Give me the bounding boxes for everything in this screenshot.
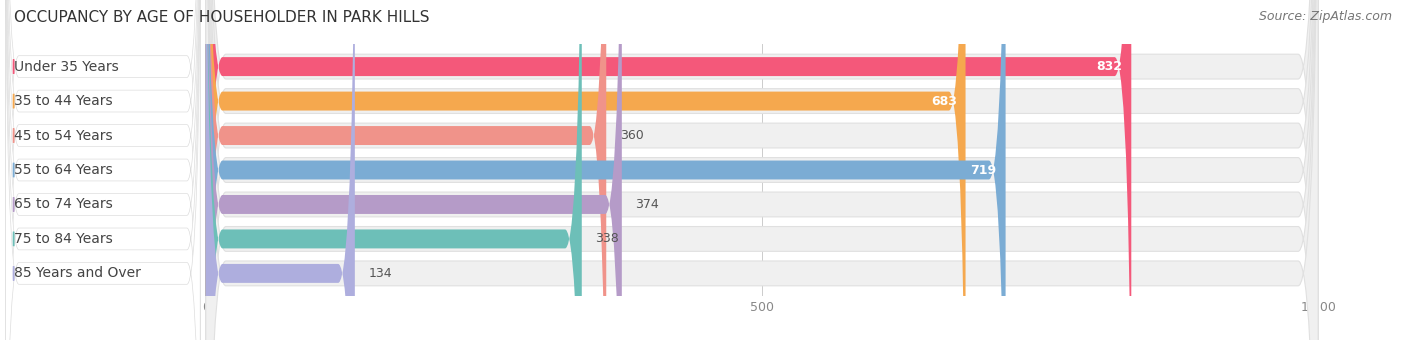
FancyBboxPatch shape: [205, 0, 966, 340]
FancyBboxPatch shape: [6, 0, 200, 340]
FancyBboxPatch shape: [205, 0, 1319, 340]
FancyBboxPatch shape: [205, 0, 1319, 340]
Text: 85 Years and Over: 85 Years and Over: [14, 267, 141, 280]
FancyBboxPatch shape: [205, 0, 1319, 340]
FancyBboxPatch shape: [6, 0, 200, 340]
Text: 35 to 44 Years: 35 to 44 Years: [14, 94, 112, 108]
FancyBboxPatch shape: [205, 0, 1319, 340]
Text: 134: 134: [368, 267, 392, 280]
Text: 75 to 84 Years: 75 to 84 Years: [14, 232, 112, 246]
FancyBboxPatch shape: [6, 0, 200, 340]
FancyBboxPatch shape: [205, 0, 606, 340]
FancyBboxPatch shape: [205, 0, 582, 340]
Text: 719: 719: [970, 164, 997, 176]
Text: 338: 338: [595, 233, 619, 245]
FancyBboxPatch shape: [205, 0, 1319, 340]
FancyBboxPatch shape: [205, 0, 1132, 340]
Text: Source: ZipAtlas.com: Source: ZipAtlas.com: [1258, 10, 1392, 23]
Text: 832: 832: [1097, 60, 1122, 73]
FancyBboxPatch shape: [205, 0, 1319, 340]
Text: 683: 683: [931, 95, 956, 107]
FancyBboxPatch shape: [6, 0, 200, 340]
FancyBboxPatch shape: [6, 0, 200, 340]
Text: Under 35 Years: Under 35 Years: [14, 59, 118, 73]
FancyBboxPatch shape: [205, 0, 1319, 340]
Text: 374: 374: [636, 198, 659, 211]
FancyBboxPatch shape: [205, 0, 1005, 340]
Text: OCCUPANCY BY AGE OF HOUSEHOLDER IN PARK HILLS: OCCUPANCY BY AGE OF HOUSEHOLDER IN PARK …: [14, 10, 430, 25]
Text: 45 to 54 Years: 45 to 54 Years: [14, 129, 112, 142]
FancyBboxPatch shape: [205, 0, 621, 340]
FancyBboxPatch shape: [6, 0, 200, 340]
Text: 360: 360: [620, 129, 644, 142]
Text: 55 to 64 Years: 55 to 64 Years: [14, 163, 112, 177]
FancyBboxPatch shape: [6, 0, 200, 340]
Text: 65 to 74 Years: 65 to 74 Years: [14, 198, 112, 211]
FancyBboxPatch shape: [205, 0, 354, 340]
